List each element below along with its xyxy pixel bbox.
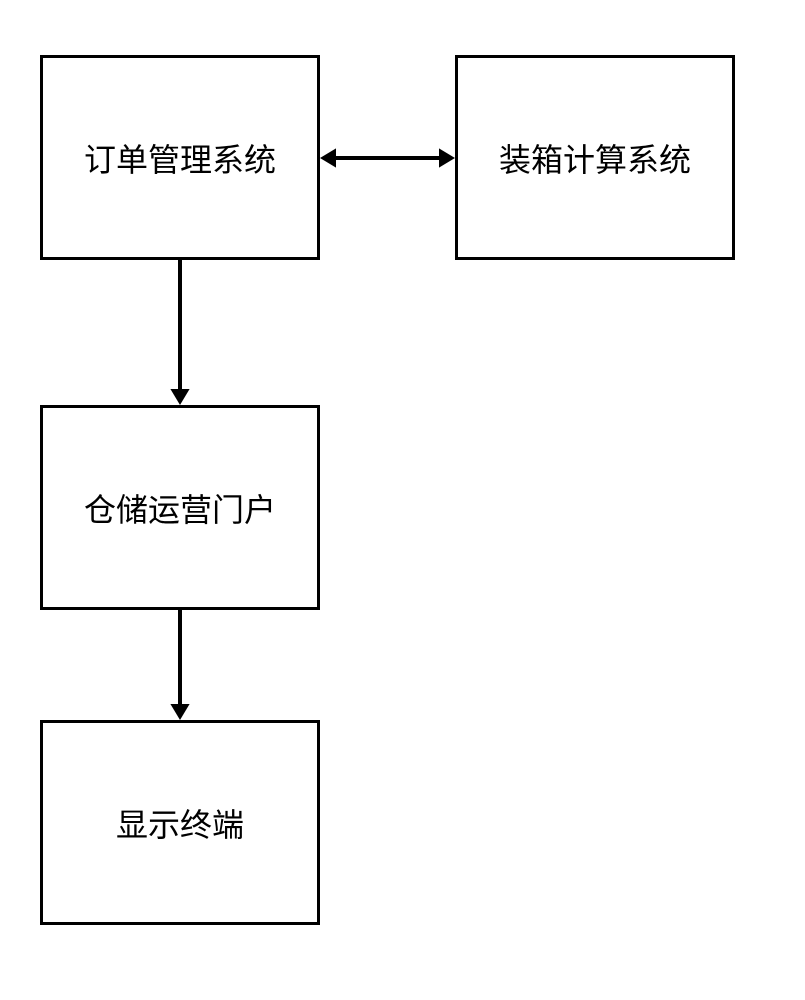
edge-e-portal-term (170, 610, 189, 720)
node-label: 装箱计算系统 (499, 135, 691, 181)
node-label: 仓储运营门户 (84, 485, 276, 531)
node-label: 显示终端 (116, 800, 244, 846)
edge-e-order-portal (170, 260, 189, 405)
node-label: 订单管理系统 (84, 135, 276, 181)
edge-e-order-packing (320, 148, 455, 167)
node-wh-portal: 仓储运营门户 (40, 405, 320, 610)
node-order-mgmt: 订单管理系统 (40, 55, 320, 260)
node-packing-calc: 装箱计算系统 (455, 55, 735, 260)
node-display-term: 显示终端 (40, 720, 320, 925)
diagram-stage: 订单管理系统 装箱计算系统仓储运营门户显示终端 (0, 0, 805, 1000)
